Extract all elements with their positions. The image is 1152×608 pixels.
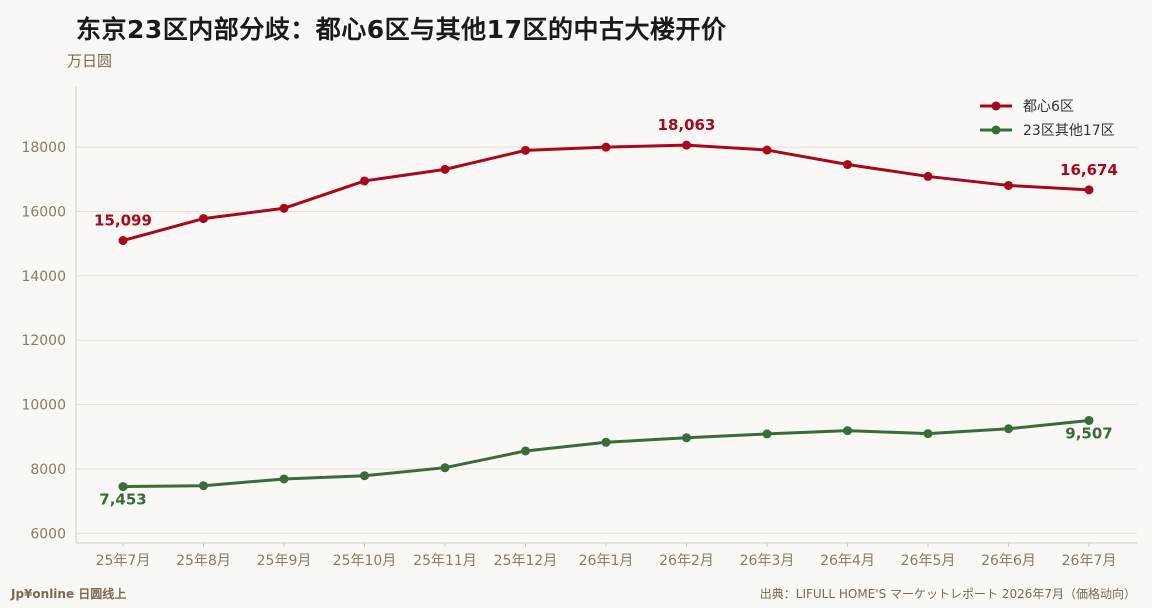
x-tick-label: 26年3月 bbox=[740, 553, 795, 569]
y-tick-label: 6000 bbox=[30, 526, 66, 542]
chart-title: 东京23区内部分歧：都心6区与其他17区的中古大楼开价 bbox=[76, 15, 727, 44]
data-label: 15,099 bbox=[94, 212, 152, 230]
y-tick-label: 16000 bbox=[21, 205, 66, 221]
x-tick-label: 26年2月 bbox=[659, 553, 714, 569]
data-point bbox=[843, 160, 852, 170]
source-note: 出典：LIFULL HOME'S マーケットレポート 2026年7月（価格动向） bbox=[759, 587, 1136, 601]
data-point bbox=[843, 426, 852, 436]
data-point bbox=[1004, 180, 1013, 190]
data-point bbox=[1084, 185, 1094, 195]
x-tick-label: 25年7月 bbox=[96, 553, 151, 569]
axes bbox=[75, 86, 1137, 547]
legend-entry: 都心6区 bbox=[1023, 99, 1074, 115]
data-label: 16,674 bbox=[1060, 161, 1118, 179]
data-point bbox=[1004, 424, 1013, 434]
y-tick-label: 10000 bbox=[21, 398, 66, 414]
x-tick-label: 25年12月 bbox=[494, 553, 558, 569]
legend-swatch-marker bbox=[991, 101, 1001, 111]
x-tick-label: 25年10月 bbox=[333, 553, 397, 569]
data-point bbox=[601, 437, 611, 447]
data-point bbox=[762, 145, 772, 155]
x-tick-label: 26年1月 bbox=[579, 553, 634, 569]
brand-label: Jp¥online 日圆线上 bbox=[11, 587, 127, 601]
data-point bbox=[360, 471, 369, 481]
data-point bbox=[279, 474, 289, 484]
legend-swatch-marker bbox=[991, 125, 1001, 135]
data-label: 7,453 bbox=[99, 491, 146, 509]
x-tick-label: 25年11月 bbox=[413, 553, 477, 569]
y-tick-label: 12000 bbox=[21, 333, 66, 349]
data-point bbox=[762, 429, 772, 439]
x-tick-label: 26年4月 bbox=[820, 553, 875, 569]
data-point bbox=[440, 463, 450, 473]
data-point bbox=[199, 481, 208, 491]
data-point bbox=[601, 142, 611, 152]
y-tick-label: 14000 bbox=[21, 269, 66, 285]
y-tick-label: 8000 bbox=[30, 462, 66, 478]
data-point bbox=[118, 482, 128, 492]
series-lines bbox=[118, 140, 1094, 492]
data-point bbox=[1084, 415, 1094, 425]
data-point bbox=[360, 176, 369, 186]
gridlines bbox=[76, 146, 1137, 534]
x-tick-label: 25年9月 bbox=[257, 553, 312, 569]
x-tick-label: 25年8月 bbox=[176, 553, 231, 569]
x-tick-label: 26年6月 bbox=[981, 553, 1036, 569]
data-point bbox=[521, 145, 530, 155]
data-point bbox=[682, 433, 691, 443]
data-point bbox=[923, 429, 933, 439]
legend-entry: 23区其他17区 bbox=[1023, 123, 1115, 139]
x-tick-label: 26年7月 bbox=[1062, 553, 1117, 569]
data-label: 9,507 bbox=[1065, 424, 1112, 442]
data-point bbox=[279, 203, 289, 213]
data-point bbox=[440, 164, 450, 174]
data-point bbox=[199, 214, 208, 224]
legend: 都心6区 23区其他17区 bbox=[980, 99, 1115, 139]
series-line-2 bbox=[121, 418, 1091, 489]
y-tick-label: 18000 bbox=[21, 140, 66, 156]
data-point bbox=[118, 236, 128, 246]
data-point bbox=[682, 140, 691, 150]
x-tick-label: 26年5月 bbox=[901, 553, 956, 569]
data-label: 18,063 bbox=[658, 116, 716, 134]
data-point bbox=[521, 446, 530, 456]
y-axis-unit: 万日圆 bbox=[67, 52, 113, 70]
data-labels: 15,099 18,063 16,674 7,453 9,507 bbox=[94, 116, 1118, 508]
series-line-1 bbox=[121, 143, 1091, 243]
x-tick-labels: 25年7月 25年8月 25年9月 25年10月 25年11月 25年12月 26年1月 26… bbox=[96, 553, 1117, 569]
y-tick-labels: 6000 8000 10000 12000 14000 16000 18000 bbox=[21, 140, 66, 542]
data-point bbox=[923, 171, 933, 181]
